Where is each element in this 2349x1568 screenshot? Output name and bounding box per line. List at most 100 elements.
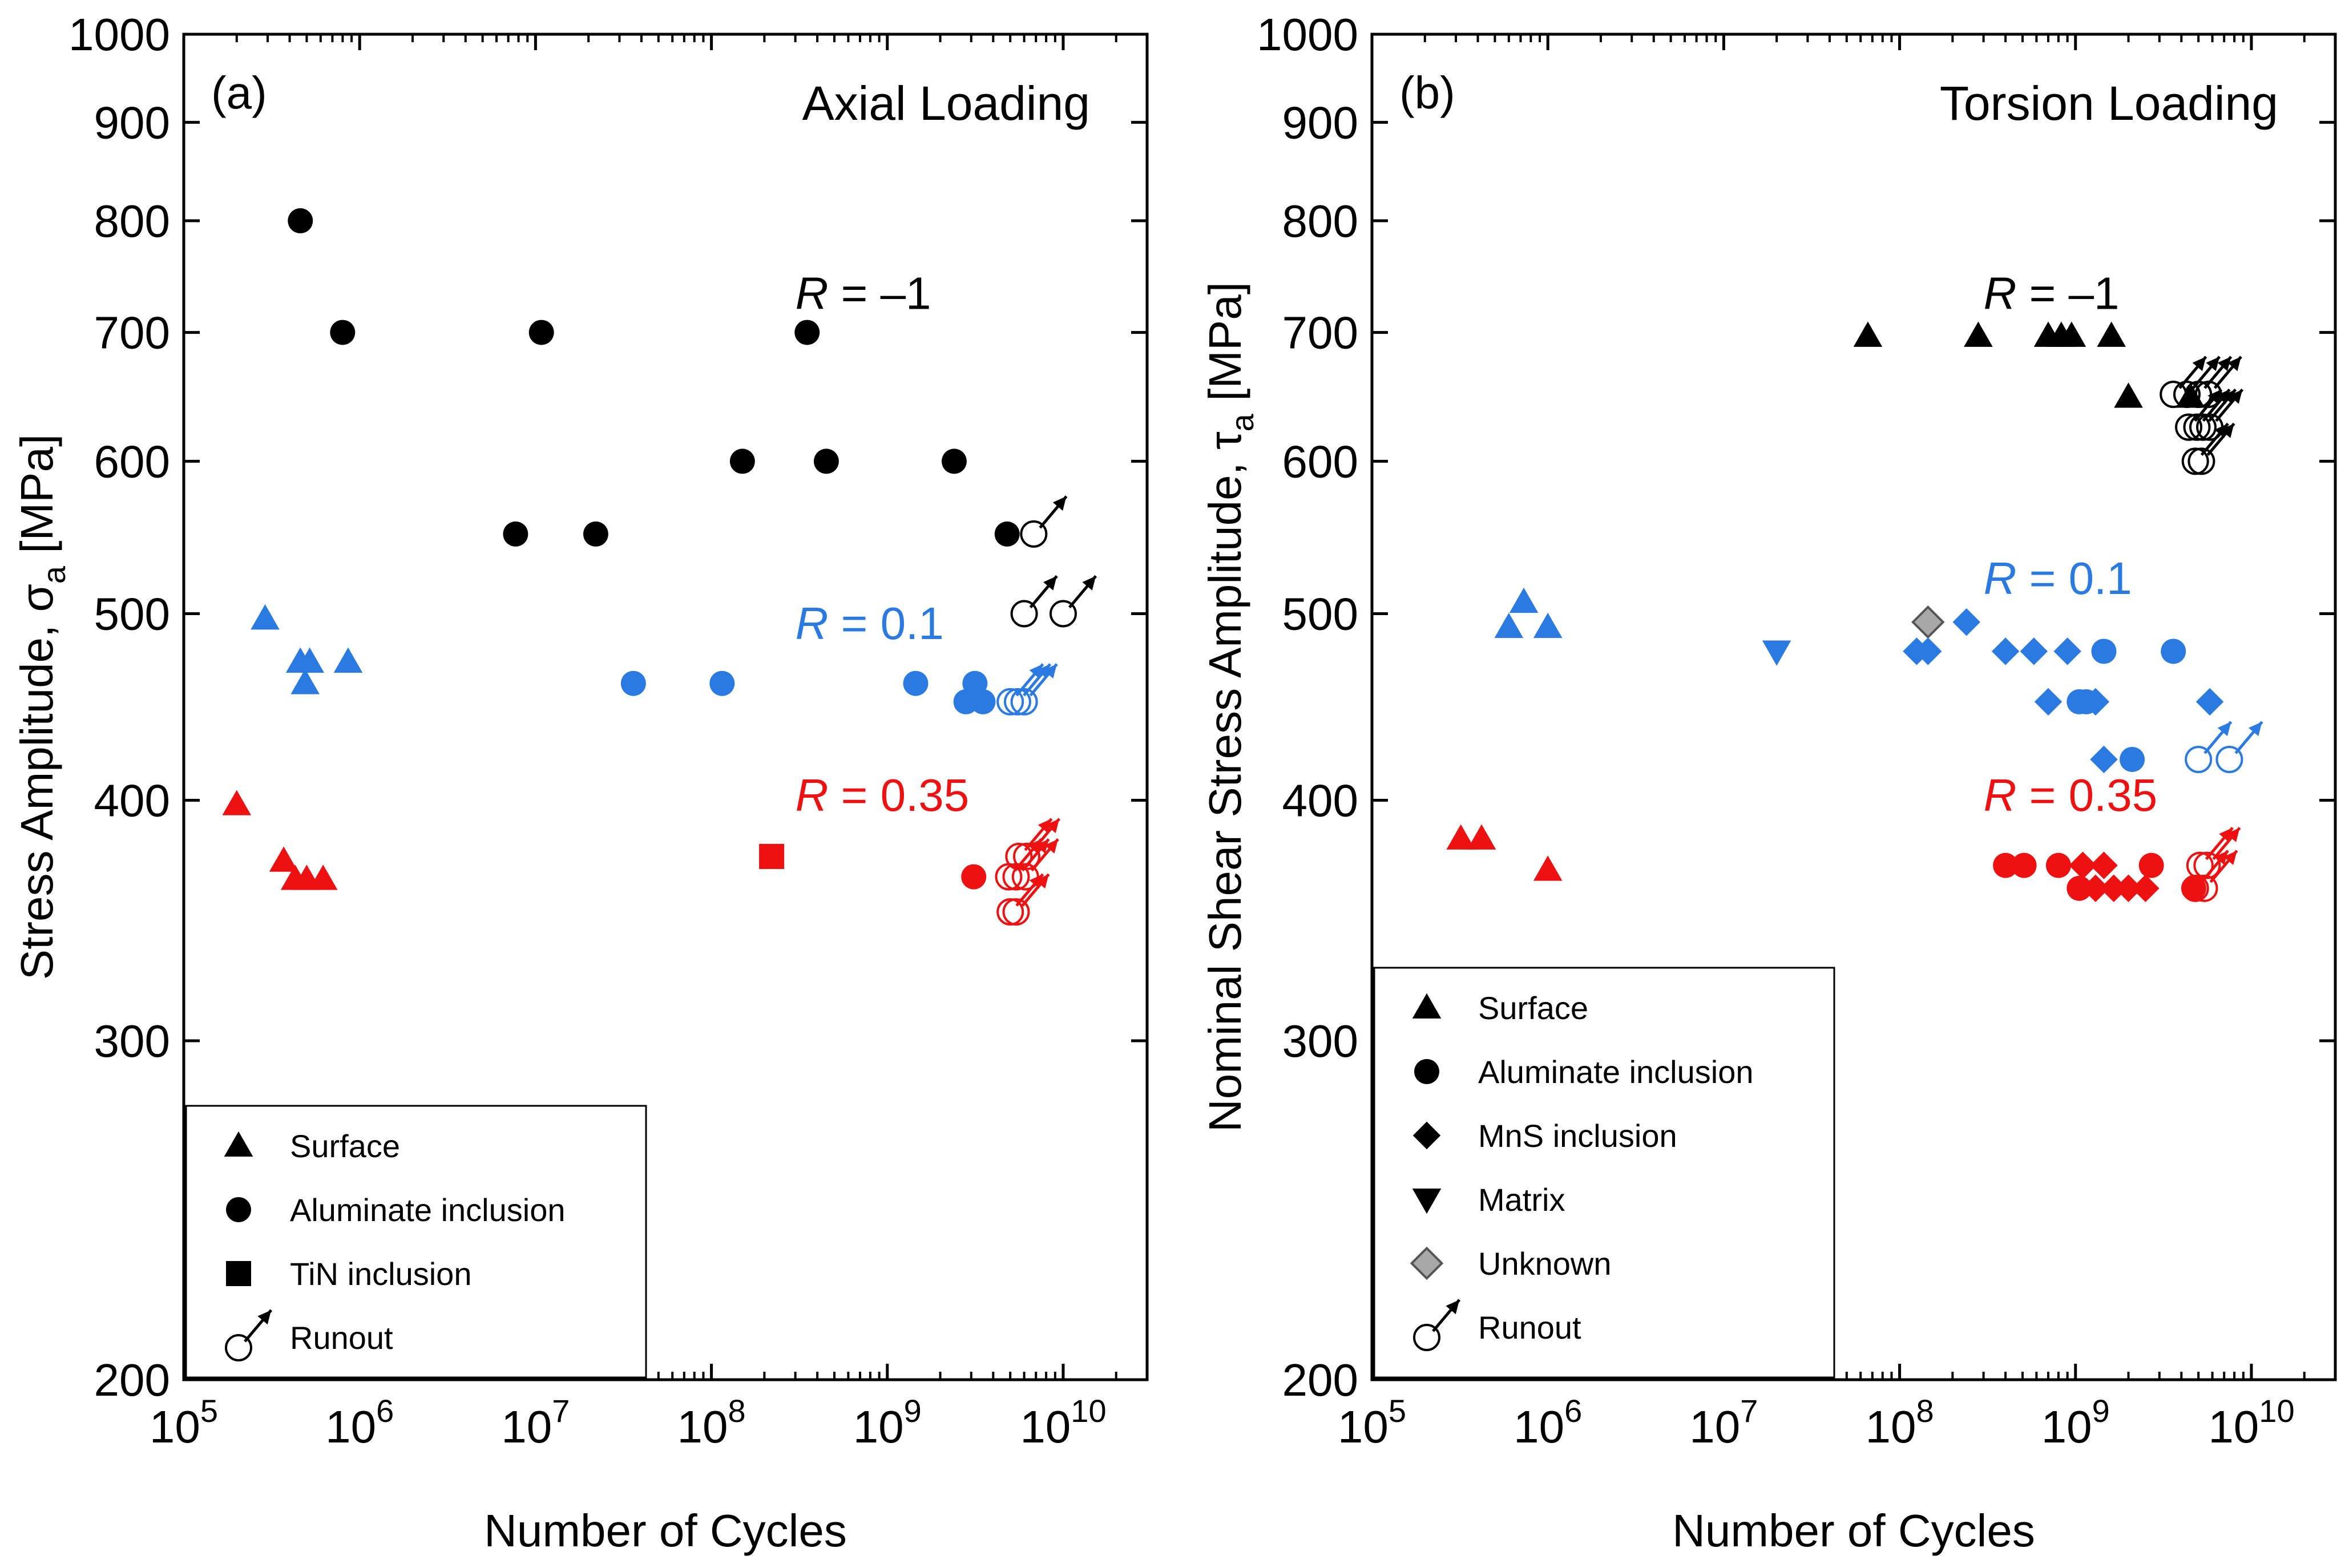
series-r-0-1-runout <box>2185 721 2263 773</box>
data-point-circle <box>2138 852 2164 878</box>
data-point-circle <box>941 448 967 474</box>
data-point-diamond-gray <box>1911 605 1945 639</box>
data-point-diamond <box>2069 851 2097 879</box>
data-point-triangle <box>333 647 363 673</box>
annotation-r-1: R = –1 <box>796 268 931 318</box>
series-r-0-35-runout <box>995 818 1061 926</box>
x-tick-label: 109 <box>853 1393 922 1452</box>
series-r-0-1-surface <box>1494 587 1563 638</box>
legend-marker-triangle <box>224 1131 253 1157</box>
x-tick-label: 105 <box>150 1393 218 1452</box>
legend-marker-runout <box>1413 1299 1461 1351</box>
annotation-r-0-1: R = 0.1 <box>796 598 944 649</box>
legend-marker-square <box>226 1261 251 1286</box>
data-point-runout <box>1010 663 1058 716</box>
legend-label: Aluminate inclusion <box>290 1192 565 1228</box>
plot-frame <box>1370 33 2337 1381</box>
data-point-diamond <box>2081 874 2110 903</box>
data-point-circle <box>2073 689 2099 714</box>
annotation-r-0-35: R = 0.35 <box>796 770 970 821</box>
data-point-circle <box>2161 638 2186 664</box>
chart-title: Axial Loading <box>802 76 1090 130</box>
legend-marker-triangle <box>1412 993 1442 1019</box>
x-tick-label: 107 <box>501 1393 570 1452</box>
data-point-circle <box>528 320 554 345</box>
data-point-runout <box>2187 422 2235 475</box>
series-r-0-1-aluminate-inclusion <box>620 670 996 714</box>
data-point-diamond <box>2132 874 2160 903</box>
data-point-diamond <box>1991 637 2020 665</box>
legend-marker-circle <box>226 1197 251 1222</box>
data-point-triangle <box>2114 382 2143 408</box>
panel-b: 105 106 107 108 109 1010 200 300 400 500 600 700 800… <box>1200 9 2337 1556</box>
chart-title: Torsion Loading <box>1940 76 2278 130</box>
data-point-diamond <box>2053 637 2081 665</box>
data-point-triangle <box>1964 321 1993 347</box>
data-point-runout <box>1020 495 1068 548</box>
y-tick-label: 600 <box>94 436 170 487</box>
panel-label: (b) <box>1399 67 1455 118</box>
y-tick-label: 400 <box>1282 775 1358 826</box>
data-point-runout <box>1002 873 1050 926</box>
data-point-diamond <box>1952 608 1980 636</box>
data-point-circle <box>970 689 996 714</box>
legend-marker-diamond <box>1412 1121 1441 1150</box>
legend-marker-runout <box>225 1309 273 1361</box>
series-r-1-surface <box>1853 321 2205 408</box>
series-r-1-aluminate-inclusion <box>288 208 1020 547</box>
legend-item-aluminate-inclusion: Aluminate inclusion <box>226 1192 565 1228</box>
legend-item-surface: Surface <box>1412 990 1588 1026</box>
data-point-diamond <box>2114 874 2142 903</box>
series-r-0-35-tin-inclusion <box>759 843 785 869</box>
y-tick-label: 1000 <box>1257 9 1358 60</box>
series-r-0-35-mns-inclusion <box>2069 851 2160 903</box>
data-point-triangle <box>1494 612 1524 638</box>
y-tick-label: 500 <box>94 589 170 640</box>
y-tick-label: 700 <box>1282 308 1358 358</box>
data-point-triangle <box>1509 587 1539 613</box>
data-point-triangle <box>1533 855 1563 881</box>
series-r-0-1-surface <box>251 604 363 694</box>
legend-label: Aluminate inclusion <box>1478 1054 1753 1090</box>
x-tick-label: 1010 <box>1020 1393 1106 1452</box>
legend-label: MnS inclusion <box>1478 1118 1677 1154</box>
x-axis-label: Number of Cycles <box>1672 1505 2035 1556</box>
data-point-diamond <box>2090 851 2118 879</box>
data-point-runout <box>1010 575 1058 628</box>
data-point-circle <box>994 521 1020 547</box>
series-r-0-35-aluminate-inclusion <box>1993 852 2206 901</box>
y-axis-label: Stress Amplitude, σa [MPa] <box>11 434 72 980</box>
y-tick-label: 300 <box>94 1016 170 1066</box>
legend-item-aluminate-inclusion: Aluminate inclusion <box>1414 1054 1753 1090</box>
legend-label: Matrix <box>1478 1182 1565 1218</box>
legend-label: Unknown <box>1478 1246 1611 1282</box>
series-r-0-1-mns-inclusion <box>1903 608 2224 774</box>
x-tick-label: 106 <box>325 1393 394 1452</box>
legend-item-tin-inclusion: TiN inclusion <box>226 1256 471 1292</box>
data-point-square <box>759 843 785 869</box>
annotation-r-0-35: R = 0.35 <box>1984 770 2158 821</box>
data-point-circle <box>2120 746 2145 772</box>
series-r-1-runout <box>2160 355 2244 475</box>
data-point-triangle <box>1853 321 1883 347</box>
panel-label: (a) <box>211 67 267 118</box>
data-point-circle <box>583 521 608 547</box>
data-point-circle <box>2067 875 2092 901</box>
data-point-runout <box>1049 575 1097 628</box>
legend-item-mns-inclusion: MnS inclusion <box>1412 1118 1677 1154</box>
x-tick-label: 108 <box>1866 1393 1934 1452</box>
legend-item-unknown: Unknown <box>1410 1246 1611 1282</box>
legend-item-runout: Runout <box>1413 1299 1581 1351</box>
legend-box <box>185 1105 647 1379</box>
legend-label: TiN inclusion <box>290 1256 471 1292</box>
series-r-0-35-runout <box>2181 827 2241 902</box>
series-r-0-1-unknown <box>1911 605 1945 639</box>
data-point-triangle <box>1467 824 1496 850</box>
legend-marker-circle <box>1414 1059 1439 1084</box>
series-r-0-1-aluminate-inclusion <box>2067 638 2186 772</box>
y-tick-label: 900 <box>94 97 170 148</box>
legend-item-matrix: Matrix <box>1412 1182 1565 1218</box>
data-point-circle <box>709 670 735 696</box>
y-tick-label: 800 <box>94 196 170 246</box>
series-r-0-35-surface <box>1446 824 1563 881</box>
